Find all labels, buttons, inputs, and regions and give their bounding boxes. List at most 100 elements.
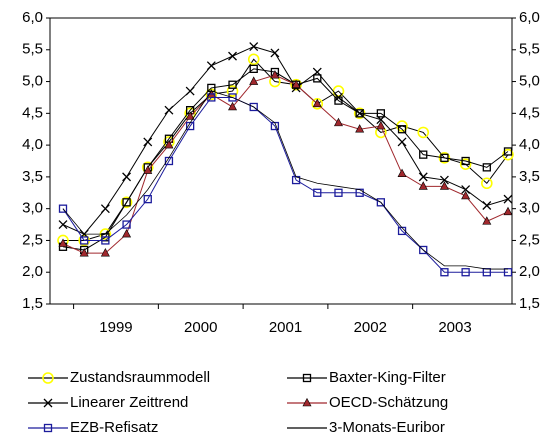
point	[143, 137, 153, 147]
point	[185, 111, 195, 120]
point	[120, 196, 133, 209]
point	[461, 268, 470, 277]
point	[440, 153, 449, 162]
point	[438, 152, 451, 164]
y-tick-label: 3,5	[22, 168, 43, 185]
y-tick-label: 3,0	[22, 200, 43, 217]
y-tick-label: 2,0	[22, 263, 43, 280]
y2-tick-label: 4,5	[519, 104, 540, 121]
point	[355, 124, 365, 133]
point	[270, 48, 280, 58]
point	[143, 194, 152, 204]
point	[419, 150, 428, 159]
point	[482, 201, 492, 210]
point	[439, 175, 449, 185]
point	[313, 188, 322, 197]
point	[291, 79, 301, 89]
point	[228, 93, 237, 102]
legend-label: OECD-Schätzung	[329, 394, 448, 411]
y-tick-label: 6,0	[22, 9, 43, 26]
point	[397, 168, 407, 178]
point	[79, 248, 89, 257]
point	[333, 117, 343, 127]
point	[164, 105, 174, 115]
point	[503, 147, 513, 156]
plot-area	[49, 17, 513, 305]
legend-marker	[302, 373, 312, 383]
point	[503, 194, 513, 204]
point	[418, 172, 428, 182]
point	[482, 163, 491, 172]
point	[419, 245, 428, 255]
point	[207, 93, 216, 102]
point	[226, 85, 239, 97]
point	[228, 101, 238, 111]
series-line	[62, 46, 509, 235]
point	[249, 76, 259, 85]
y2-tick-label: 6,0	[519, 9, 540, 26]
point	[461, 156, 470, 166]
point	[461, 190, 471, 200]
point	[334, 188, 343, 197]
point	[503, 206, 513, 216]
point	[247, 53, 260, 66]
legend-marker	[43, 423, 53, 433]
series-line	[62, 96, 508, 273]
point	[481, 177, 493, 190]
point	[355, 109, 364, 118]
point	[355, 108, 365, 118]
x-tick-label: 2001	[269, 319, 302, 336]
y-tick-label: 4,0	[22, 136, 43, 153]
x-tick-label: 2002	[354, 319, 387, 336]
y2-tick-label: 5,0	[519, 73, 540, 90]
point	[270, 70, 280, 79]
y2-tick-label: 3,0	[519, 200, 540, 217]
point	[312, 67, 322, 77]
point	[206, 61, 216, 71]
point	[58, 238, 68, 247]
y2-tick-label: 3,5	[519, 168, 540, 185]
y-tick-label: 2,5	[22, 231, 43, 248]
point	[80, 236, 89, 245]
legend-marker	[42, 372, 54, 384]
point	[459, 158, 472, 170]
legend-label: 3-Monats-Euribor	[329, 419, 445, 435]
point	[228, 80, 237, 89]
point	[397, 137, 407, 147]
point	[185, 86, 195, 96]
point	[164, 139, 174, 149]
point	[100, 248, 110, 257]
point	[122, 220, 131, 229]
point	[122, 228, 132, 238]
y2-tick-label: 2,0	[519, 263, 540, 280]
point	[376, 120, 386, 130]
point	[334, 92, 343, 102]
point	[249, 64, 258, 73]
legend-label: Zustandsraummodell	[70, 369, 210, 386]
point	[58, 220, 68, 230]
legend-label: EZB-Refisatz	[70, 419, 158, 435]
point	[440, 268, 449, 277]
legend-label: Linearer Zeittrend	[70, 394, 188, 411]
series-line	[62, 68, 509, 251]
point	[249, 102, 258, 112]
point	[143, 165, 153, 174]
x-tick-label: 2000	[184, 319, 217, 336]
y-tick-label: 4,5	[22, 104, 43, 121]
y2-tick-label: 5,5	[519, 41, 540, 58]
point	[376, 109, 386, 118]
point	[312, 98, 322, 108]
point	[418, 181, 428, 190]
series-line	[62, 90, 508, 270]
y-tick-label: 5,5	[22, 41, 43, 58]
y-tick-label: 5,0	[22, 73, 43, 90]
point	[376, 115, 386, 125]
x-tick-label: 1999	[99, 319, 132, 336]
legend-marker	[43, 398, 53, 408]
point	[228, 51, 237, 61]
point	[100, 204, 110, 214]
point	[376, 198, 386, 207]
point	[122, 172, 132, 182]
legend-label: Baxter-King-Filter	[329, 369, 446, 386]
point	[313, 74, 322, 83]
